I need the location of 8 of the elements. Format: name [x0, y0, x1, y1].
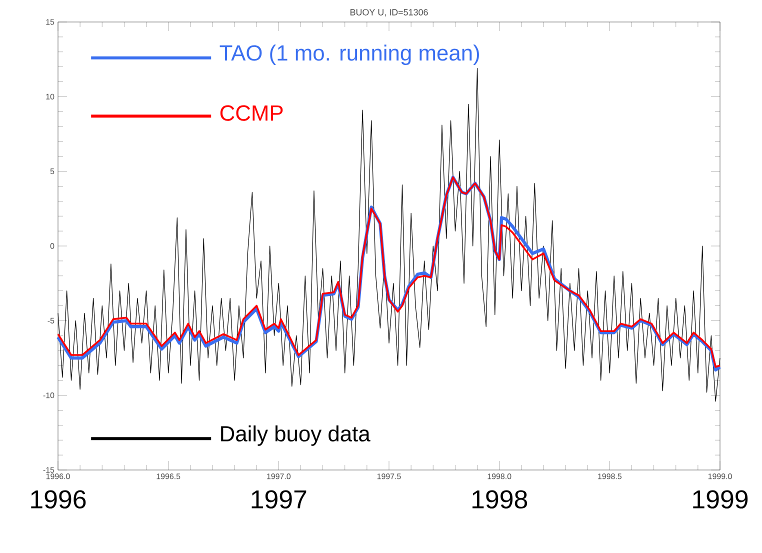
text: TAO (1 mo. running mean) [220, 44, 479, 66]
text: CCMP [220, 105, 283, 121]
text: 1998 [472, 490, 528, 509]
chart-title: BUOY U, ID=51306 [350, 9, 428, 16]
text: 1999 [693, 490, 748, 509]
text: 1997 [252, 490, 306, 509]
text: 1996 [31, 490, 86, 509]
text: Daily buoy data [221, 425, 370, 446]
